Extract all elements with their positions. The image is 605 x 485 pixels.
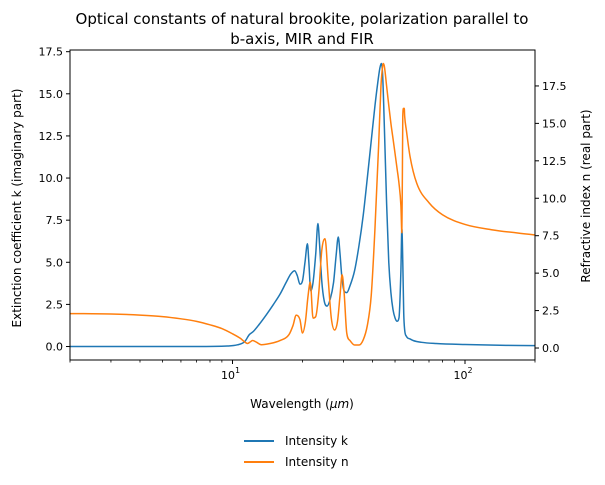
y-right-tick-label: 5.0: [542, 267, 560, 280]
y-left-tick-label: 7.5: [46, 214, 64, 227]
y-axis-right: 0.0 2.5 5.0 7.5 10.0 12.5 15.0 17.5: [535, 80, 567, 355]
series-line-n: [70, 62, 535, 346]
y-axis-left: 0.0 2.5 5.0 7.5 10.0 12.5 15.0 17.5: [39, 46, 70, 354]
y-right-tick-label: 0.0: [542, 342, 560, 355]
legend-label-n: Intensity n: [285, 455, 349, 469]
y-left-tick-label: 5.0: [46, 256, 64, 269]
y-left-tick-label: 17.5: [39, 46, 64, 59]
x-tick-label: 102: [453, 366, 472, 382]
y-right-tick-label: 10.0: [542, 192, 567, 205]
y-left-tick-label: 12.5: [39, 130, 64, 143]
legend: Intensity k Intensity n: [244, 434, 349, 469]
series-line-k: [70, 62, 535, 348]
legend-label-k: Intensity k: [285, 434, 348, 448]
x-tick-label: 101: [221, 366, 240, 382]
x-axis: 101 102: [69, 360, 536, 382]
y-left-tick-label: 0.0: [46, 341, 64, 354]
y-left-tick-label: 10.0: [39, 172, 64, 185]
x-axis-label: Wavelength (μm): [250, 397, 354, 411]
series-layer: [70, 62, 535, 348]
y-axis-label-right: Refractive index n (real part): [579, 109, 593, 282]
plot-frame: [69, 49, 536, 361]
y-axis-label-left: Extinction coefficient k (imaginary part…: [10, 89, 24, 328]
y-right-tick-label: 2.5: [542, 305, 560, 318]
y-left-tick-label: 15.0: [39, 88, 64, 101]
y-right-tick-label: 15.0: [542, 117, 567, 130]
chart-title-line-2: b-axis, MIR and FIR: [230, 30, 374, 48]
chart-title-line-1: Optical constants of natural brookite, p…: [76, 10, 529, 28]
y-right-tick-label: 12.5: [542, 155, 567, 168]
y-right-tick-label: 7.5: [542, 230, 560, 243]
y-right-tick-label: 17.5: [542, 80, 567, 93]
y-left-tick-label: 2.5: [46, 298, 64, 311]
